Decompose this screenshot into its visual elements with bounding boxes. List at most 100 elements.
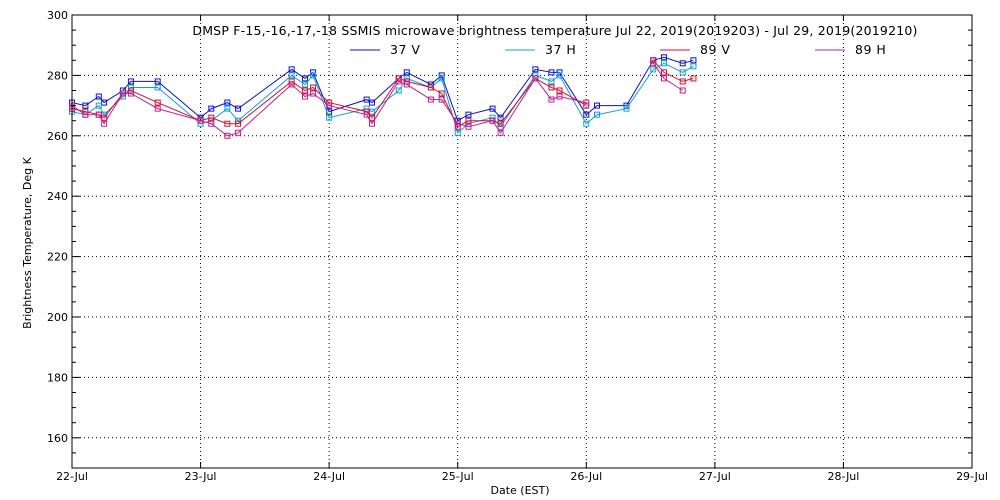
y-tick-label: 220 [47, 251, 68, 264]
x-tick-label: 28-Jul [827, 470, 859, 483]
data-point [288, 66, 295, 73]
data-point [660, 54, 667, 61]
y-tick-label: 280 [47, 69, 68, 82]
data-point [288, 81, 295, 88]
data-point [95, 93, 102, 100]
legend: 37 V 37 H 89 V 89 H [350, 42, 886, 57]
data-point [310, 90, 317, 97]
data-point [395, 87, 402, 94]
data-point [583, 120, 590, 127]
data-point [369, 114, 375, 121]
x-tick-label: 25-Jul [442, 470, 474, 483]
series-line [652, 63, 683, 91]
data-point [489, 105, 496, 112]
data-point [465, 123, 472, 130]
data-point [497, 123, 504, 130]
series-layer [69, 54, 697, 139]
data-point [532, 66, 539, 73]
data-point [427, 96, 434, 103]
x-tick-label: 23-Jul [185, 470, 217, 483]
data-point [395, 78, 402, 85]
data-point [583, 102, 590, 109]
data-point [679, 69, 686, 76]
x-tick-label: 29-Jul [956, 470, 988, 483]
data-point [154, 99, 161, 106]
data-point [403, 81, 410, 88]
data-point [497, 129, 504, 136]
data-point [127, 90, 134, 97]
data-point [95, 111, 102, 118]
series-37-h [69, 60, 697, 136]
grid-lines [72, 15, 972, 468]
axis-ticks [71, 14, 973, 469]
data-point [154, 84, 161, 91]
axis-tick-labels: 22-Jul 23-Jul 24-Jul 25-Jul 26-Jul 27-Jul 28-J… [47, 9, 988, 483]
data-point [288, 72, 295, 79]
data-point [438, 96, 445, 103]
y-axis-label: Brightness Temperature, Deg K [21, 156, 34, 328]
data-point [548, 96, 555, 103]
data-point [454, 120, 461, 127]
data-point [465, 111, 472, 118]
data-point [310, 84, 317, 91]
data-point [127, 78, 134, 85]
data-point [594, 111, 600, 118]
data-point [369, 120, 375, 127]
x-tick-label: 22-Jul [56, 470, 88, 483]
data-point [548, 78, 555, 85]
data-point [438, 90, 445, 97]
data-point [583, 111, 590, 118]
data-point [556, 87, 563, 94]
data-point [82, 102, 89, 109]
data-point [556, 72, 563, 79]
y-tick-label: 160 [47, 432, 68, 445]
data-point [101, 114, 108, 121]
data-point [208, 105, 215, 112]
data-point [403, 78, 410, 85]
x-axis-label: Date (EST) [490, 484, 549, 497]
series-line [71, 62, 694, 134]
data-point [690, 75, 697, 82]
data-point [438, 75, 445, 82]
chart-title: DMSP F-15,-16,-17,-18 SSMIS microwave br… [192, 23, 917, 38]
x-tick-label: 27-Jul [699, 470, 731, 483]
data-point [235, 105, 242, 112]
data-point [224, 105, 231, 112]
data-point [224, 120, 231, 127]
data-point [302, 87, 309, 94]
data-point [454, 123, 461, 130]
data-point [660, 69, 667, 76]
series-37-v [69, 54, 697, 124]
data-point [363, 108, 370, 115]
data-point [594, 102, 600, 109]
series-line [652, 59, 694, 82]
data-point [208, 120, 215, 127]
data-point [679, 87, 686, 94]
data-point [679, 60, 686, 67]
data-point [583, 99, 590, 106]
data-point [465, 117, 472, 124]
data-point [556, 93, 563, 100]
data-point [95, 102, 102, 109]
data-point [119, 90, 126, 97]
data-point [690, 63, 697, 70]
data-point [302, 75, 309, 82]
data-point [497, 120, 504, 127]
data-point [101, 99, 108, 106]
data-point [154, 78, 161, 85]
data-point [235, 129, 242, 136]
series-89-h [69, 60, 686, 139]
data-point [532, 75, 539, 82]
data-point [302, 93, 309, 100]
data-point [497, 114, 504, 121]
legend-label: 37 V [390, 42, 420, 57]
data-point [650, 66, 657, 73]
data-point [224, 132, 231, 139]
plot-frame [71, 14, 973, 469]
data-point [302, 81, 309, 88]
y-tick-label: 200 [47, 311, 68, 324]
data-point [660, 60, 667, 67]
y-tick-label: 180 [47, 371, 68, 384]
y-tick-label: 240 [47, 190, 68, 203]
